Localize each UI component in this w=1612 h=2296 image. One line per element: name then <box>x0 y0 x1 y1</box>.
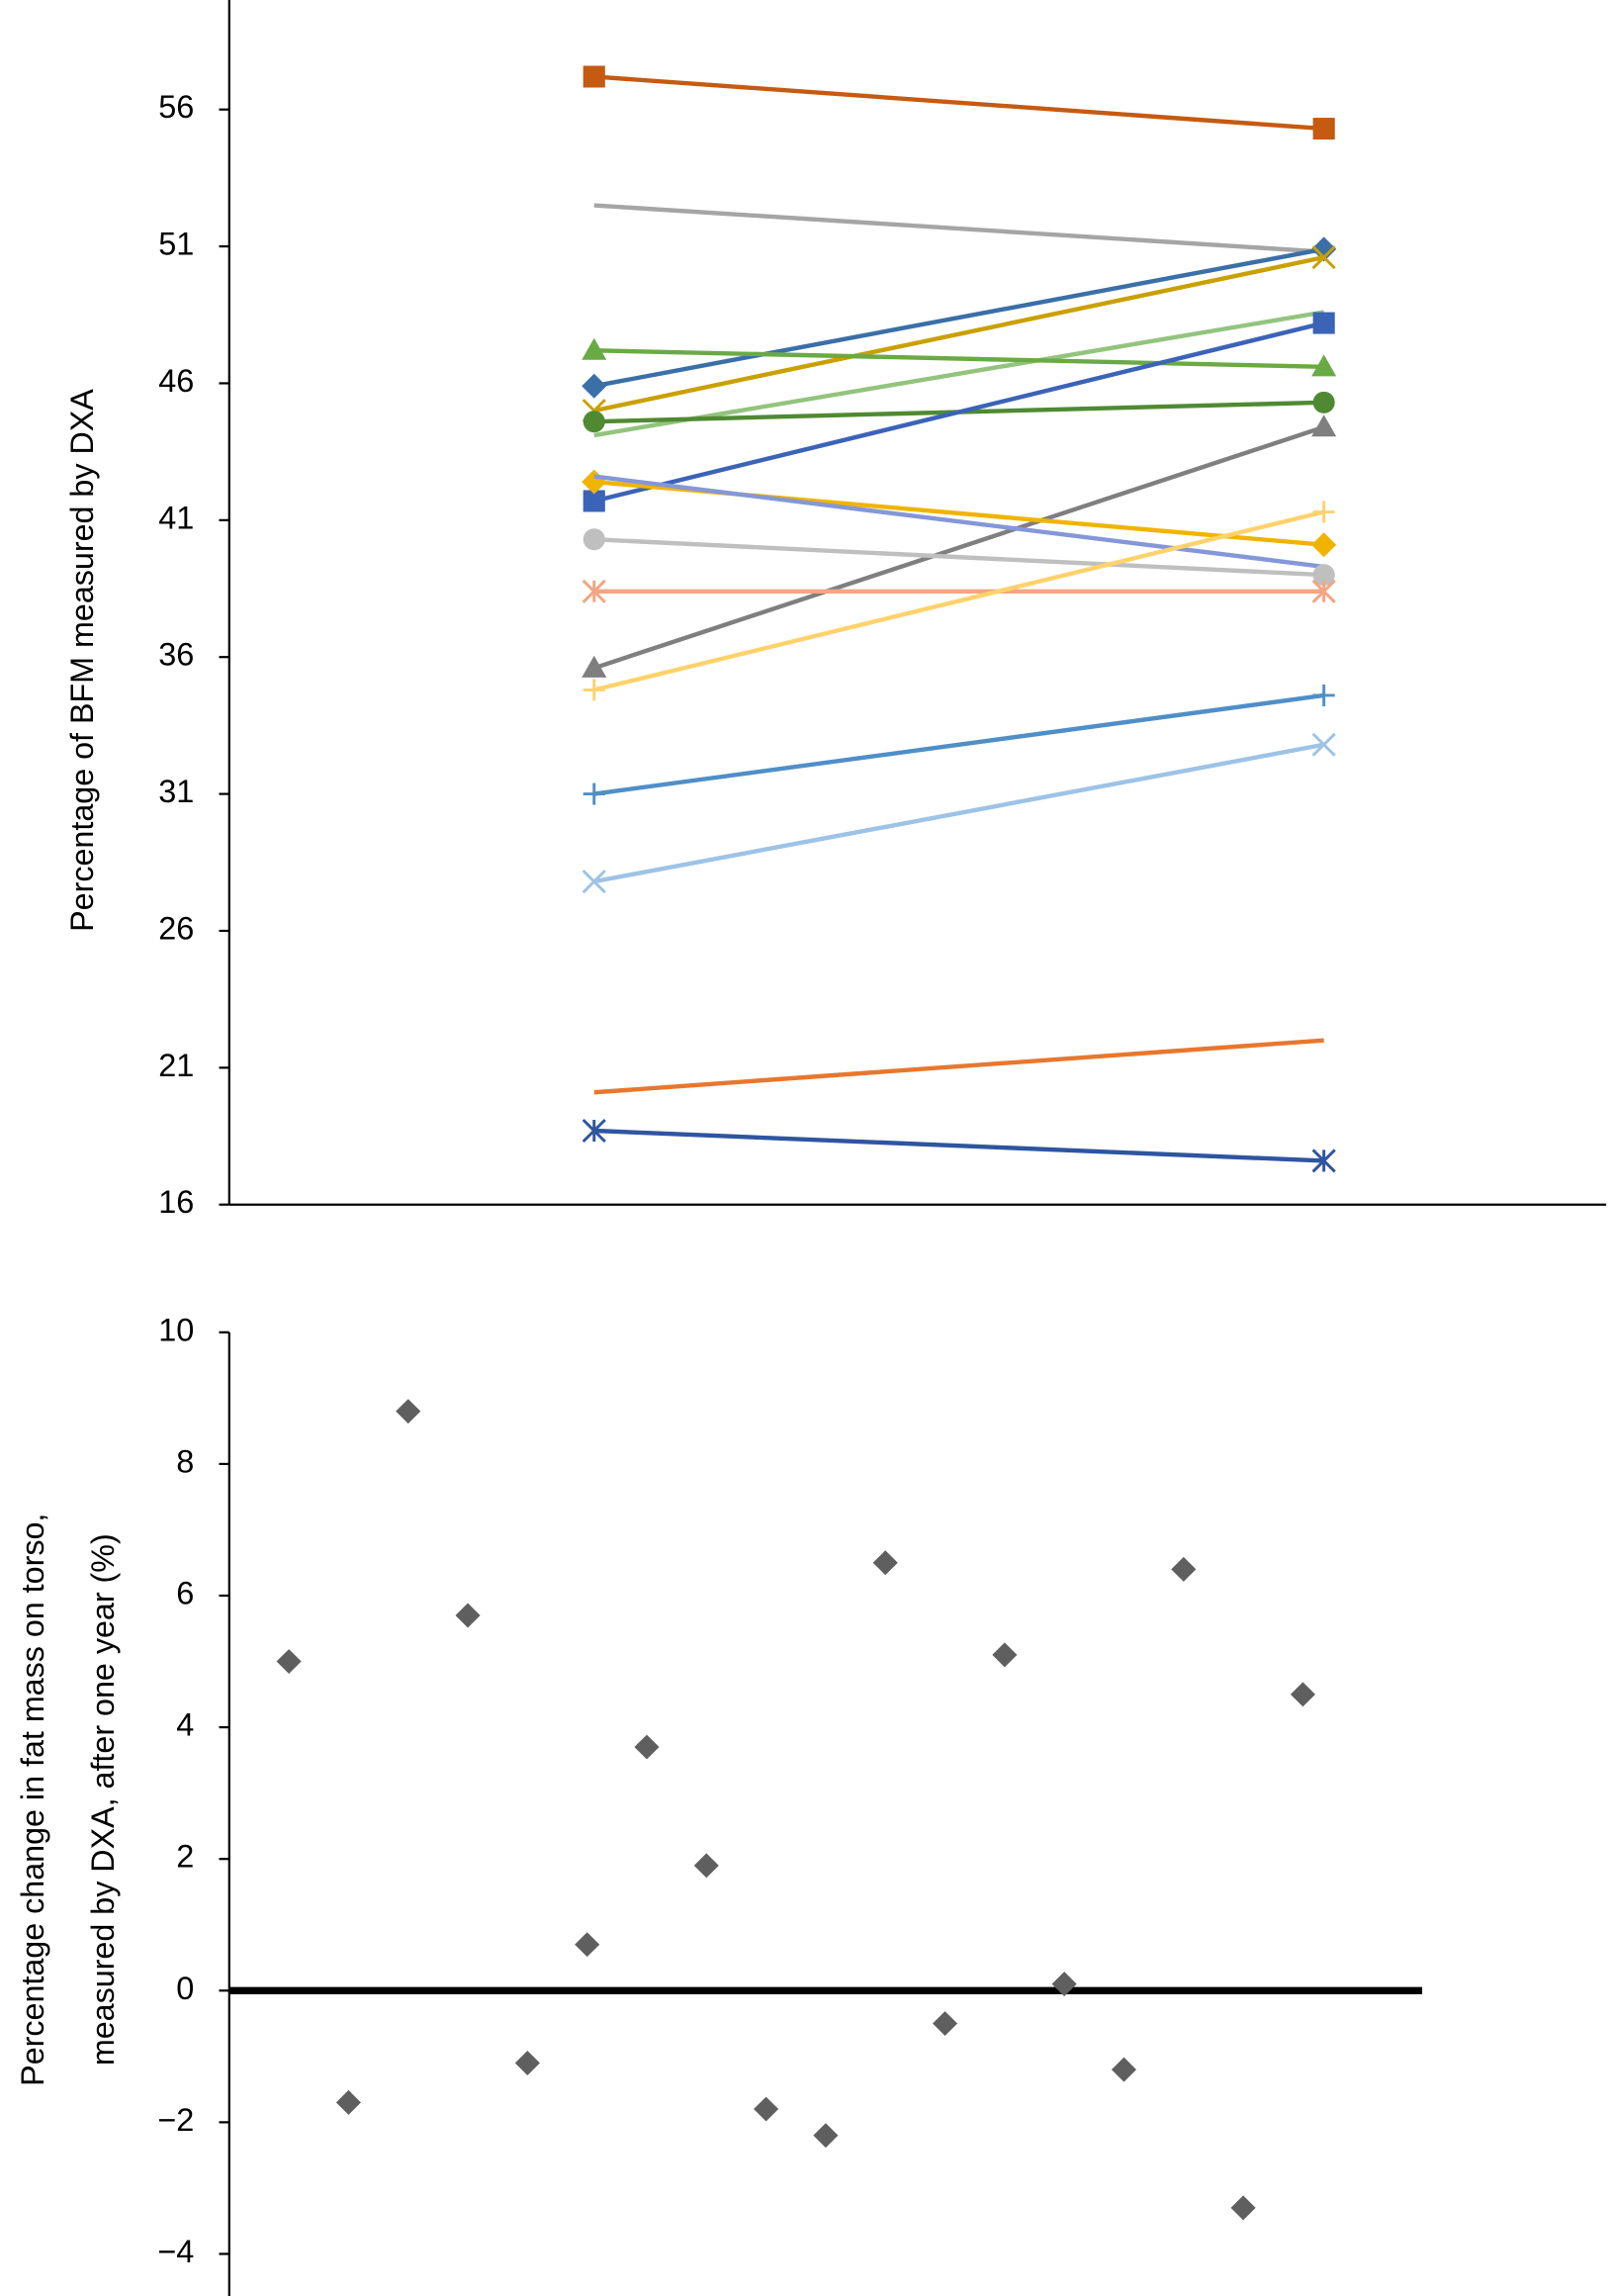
marker <box>582 579 606 603</box>
series-line <box>593 1038 1324 1095</box>
marker <box>754 2096 779 2122</box>
marker <box>582 411 605 433</box>
marker <box>582 528 605 551</box>
y-axis-title: Percentage change in fat mass on torso, <box>15 1514 50 2086</box>
y-tick-label: 4 <box>176 1707 194 1743</box>
y-tick-label: 2 <box>176 1839 194 1875</box>
marker <box>933 2011 958 2037</box>
marker <box>1311 414 1337 437</box>
marker <box>1171 1556 1197 1582</box>
y-axis-title: measured by DXA, after one year (%) <box>85 1533 121 2066</box>
marker <box>276 1649 302 1675</box>
series-line <box>593 474 1324 570</box>
marker <box>1312 118 1335 140</box>
y-tick-label: −2 <box>157 2102 194 2138</box>
marker <box>1311 732 1336 757</box>
y-tick-label: 16 <box>158 1184 194 1220</box>
marker <box>575 1932 600 1958</box>
marker <box>396 1399 421 1424</box>
y-tick-label: 41 <box>158 500 194 535</box>
marker <box>1312 391 1335 413</box>
series-line <box>593 348 1324 370</box>
marker <box>693 1853 719 1879</box>
y-tick-label: 31 <box>158 774 194 809</box>
marker <box>582 679 605 701</box>
series-line <box>593 203 1324 254</box>
marker <box>1311 245 1336 270</box>
marker <box>582 490 605 512</box>
y-tick-label: 46 <box>158 363 194 399</box>
marker <box>1311 532 1337 558</box>
series-line <box>593 509 1325 692</box>
series-line <box>593 321 1325 504</box>
y-tick-label: 51 <box>158 227 194 262</box>
marker <box>992 1642 1018 1668</box>
marker <box>1311 236 1337 262</box>
marker <box>514 2051 540 2075</box>
y-tick-label: 21 <box>158 1048 194 1083</box>
marker <box>335 2089 361 2115</box>
marker <box>582 337 607 360</box>
marker <box>1311 1148 1336 1173</box>
series-line <box>593 310 1325 438</box>
series-line <box>593 742 1325 884</box>
series-line <box>593 692 1324 796</box>
series-line <box>593 424 1325 671</box>
marker <box>1312 501 1335 523</box>
marker <box>455 1603 481 1628</box>
series-line <box>593 1128 1324 1163</box>
y-tick-label: 56 <box>158 89 194 125</box>
y-tick-label: 0 <box>176 1971 194 2006</box>
y-tick-label: 8 <box>176 1444 194 1480</box>
marker <box>582 870 606 894</box>
y-tick-label: 6 <box>176 1576 194 1611</box>
marker <box>1312 564 1335 587</box>
marker <box>813 2123 839 2149</box>
marker <box>1230 2195 1256 2221</box>
y-tick-label: −4 <box>157 2234 194 2269</box>
y-axis-title: Percentage of BFM measured by DXA <box>64 389 100 932</box>
marker <box>582 373 607 399</box>
marker <box>582 65 605 88</box>
y-tick-label: 26 <box>158 911 194 947</box>
marker <box>872 1550 898 1576</box>
y-tick-label: 36 <box>158 637 194 673</box>
marker <box>1311 354 1337 377</box>
marker <box>582 782 605 805</box>
marker <box>1311 579 1336 603</box>
y-tick-label: 10 <box>158 1312 194 1347</box>
marker <box>582 655 607 678</box>
marker <box>1312 312 1335 334</box>
series-line <box>593 537 1324 578</box>
marker <box>1111 2057 1137 2082</box>
marker <box>582 1118 606 1144</box>
series-line <box>593 246 1325 389</box>
marker <box>634 1734 660 1760</box>
marker <box>1312 684 1335 706</box>
marker <box>1290 1682 1315 1707</box>
series-line <box>593 254 1325 413</box>
series-line <box>593 74 1324 132</box>
